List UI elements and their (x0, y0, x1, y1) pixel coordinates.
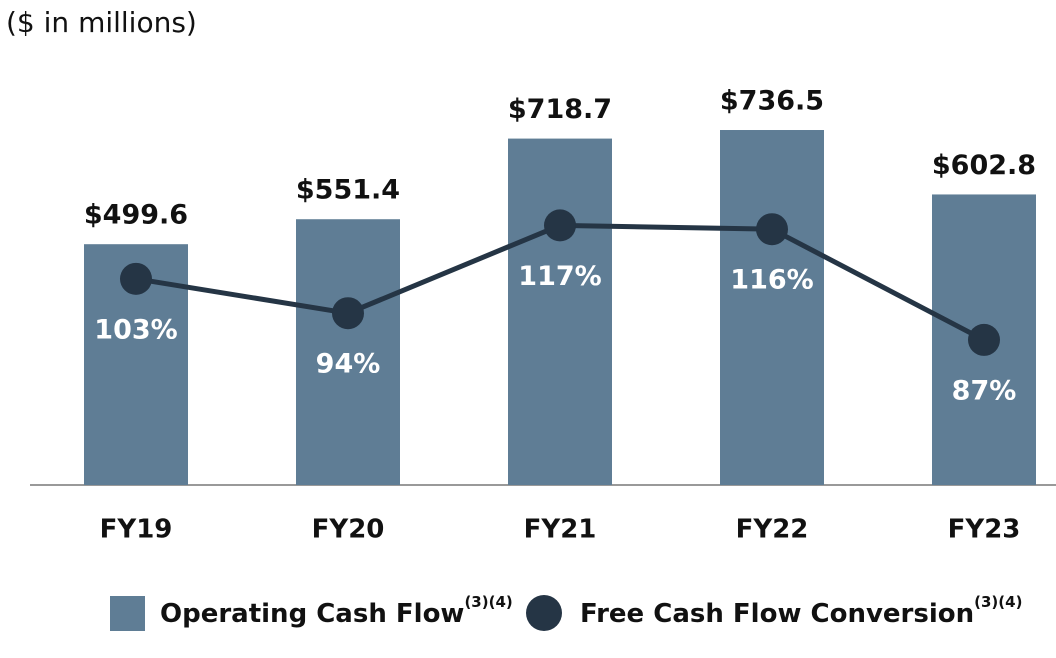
bar (296, 219, 400, 485)
line-value-label: 116% (730, 265, 813, 296)
line-point (120, 262, 152, 295)
bar-value-label: $499.6 (84, 200, 188, 231)
bar-value-label: $602.8 (932, 150, 1036, 181)
bar (508, 138, 612, 485)
x-tick-label: FY19 (100, 515, 173, 545)
line-point (968, 323, 1000, 356)
bar-value-label: $736.5 (720, 86, 824, 117)
legend-label: Free Cash Flow Conversion(3)(4) (580, 593, 1022, 629)
line-point (544, 209, 576, 242)
line-point (332, 297, 364, 330)
line-value-label: 87% (952, 375, 1017, 406)
bar (720, 130, 824, 485)
line-value-label: 117% (518, 261, 601, 292)
legend-text: Operating Cash Flow (160, 599, 464, 629)
legend-swatch (110, 596, 145, 631)
line-value-label: 94% (316, 349, 381, 380)
legend-footnote: (3)(4) (974, 593, 1022, 611)
chart-subtitle: ($ in millions) (6, 6, 197, 39)
bar-value-label: $718.7 (508, 94, 612, 125)
x-tick-label: FY22 (736, 515, 809, 545)
legend-swatch (526, 595, 562, 631)
x-tick-label: FY23 (948, 515, 1021, 545)
bar-value-label: $551.4 (296, 175, 400, 206)
line-value-label: 103% (94, 314, 177, 345)
legend-label: Operating Cash Flow(3)(4) (160, 593, 513, 629)
legend-text: Free Cash Flow Conversion (580, 599, 974, 629)
x-tick-label: FY21 (524, 515, 597, 545)
legend: Operating Cash Flow(3)(4) Free Cash Flow… (110, 593, 1022, 631)
x-tick-label: FY20 (312, 515, 385, 545)
line-point (756, 213, 788, 246)
legend-footnote: (3)(4) (464, 593, 512, 611)
